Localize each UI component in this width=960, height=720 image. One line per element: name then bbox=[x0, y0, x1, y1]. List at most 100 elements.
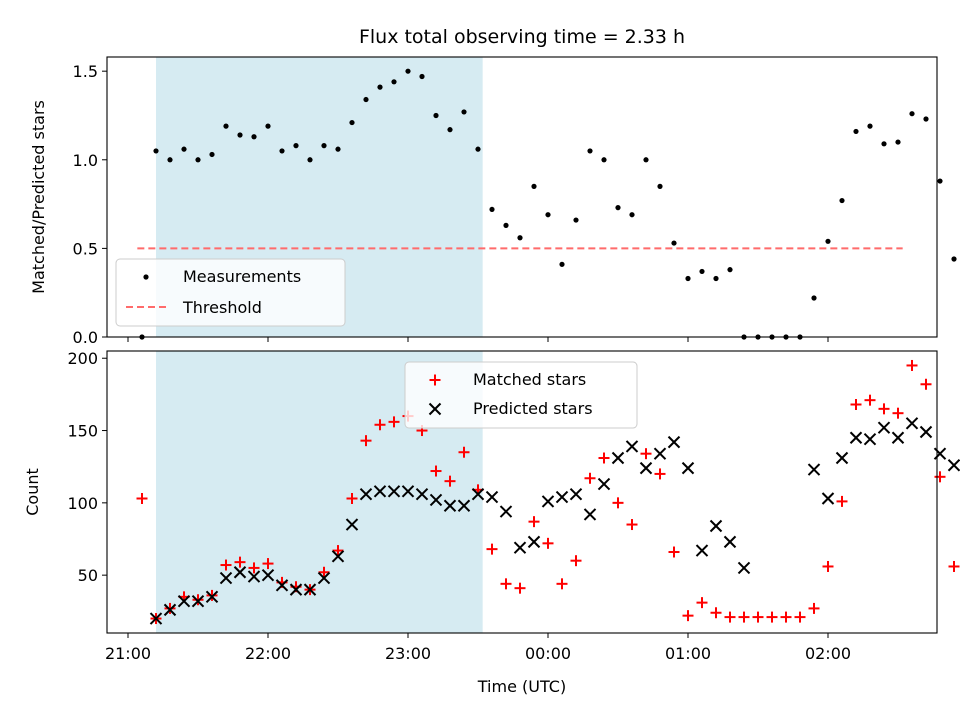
measurement-point bbox=[671, 240, 677, 246]
bottom-panel: 50 100 150 200 21:00 22:00 23:00 00:00 01:00 02:… bbox=[23, 349, 960, 696]
measurement-point bbox=[615, 205, 621, 211]
matched-star-marker bbox=[780, 611, 792, 623]
measurement-point bbox=[839, 197, 845, 204]
measurement-point bbox=[629, 212, 635, 218]
predicted-star-marker bbox=[247, 570, 261, 583]
matched-star-marker bbox=[374, 419, 386, 431]
bottom-legend-box bbox=[404, 361, 638, 429]
measurement-point bbox=[181, 146, 187, 152]
predicted-star-marker bbox=[583, 508, 597, 521]
matched-star-marker bbox=[234, 556, 246, 568]
predicted-star-marker bbox=[695, 544, 709, 557]
matched-star-marker bbox=[192, 594, 204, 606]
measurement-point bbox=[657, 183, 663, 189]
matched-star-marker bbox=[220, 559, 232, 571]
matched-star-marker bbox=[836, 495, 848, 507]
bottom-legend: Matched stars Predicted stars bbox=[404, 361, 638, 429]
bottom-y-tick-label: 50 bbox=[78, 566, 98, 585]
top-panel: 0.0 0.5 1.0 1.5 Matched/Predicted stars Mea… bbox=[29, 56, 957, 347]
measurement-point bbox=[349, 119, 355, 126]
matched-star-marker bbox=[640, 448, 652, 460]
measurement-point bbox=[699, 268, 705, 275]
matched-star-marker bbox=[724, 611, 736, 623]
matched-star-marker bbox=[682, 610, 694, 622]
predicted-star-marker bbox=[709, 519, 723, 533]
legend-label: Measurements bbox=[183, 267, 301, 286]
matched-star-marker bbox=[388, 416, 400, 428]
bottom-x-tick-label: 00:00 bbox=[525, 644, 571, 663]
measurement-point bbox=[587, 148, 593, 154]
matched-star-marker bbox=[752, 611, 764, 623]
matched-star-marker bbox=[612, 497, 624, 509]
measurement-point bbox=[335, 146, 341, 152]
predicted-star-marker bbox=[233, 566, 247, 579]
predicted-star-marker bbox=[177, 594, 191, 608]
top-y-tick-label: 1.0 bbox=[73, 151, 98, 170]
legend-predicted-marker bbox=[428, 402, 442, 416]
predicted-star-marker bbox=[289, 583, 303, 596]
measurement-point bbox=[405, 68, 411, 74]
matched-star-marker bbox=[360, 435, 372, 447]
predicted-star-marker bbox=[807, 463, 821, 476]
bottom-axes-frame bbox=[106, 350, 938, 634]
matched-star-marker bbox=[458, 446, 470, 458]
predicted-star-marker bbox=[877, 421, 891, 434]
predicted-star-marker bbox=[947, 459, 960, 472]
predicted-star-marker bbox=[541, 495, 555, 508]
measurement-point bbox=[153, 148, 159, 154]
top-axes-frame bbox=[106, 56, 938, 338]
predicted-star-marker bbox=[163, 603, 177, 617]
measurement-point bbox=[559, 261, 565, 267]
predicted-star-marker bbox=[387, 485, 401, 498]
matched-star-marker bbox=[808, 602, 820, 614]
matched-star-marker bbox=[892, 407, 904, 419]
bottom-y-axis-label: Count bbox=[23, 468, 42, 516]
predicted-star-marker bbox=[261, 568, 275, 582]
measurement-point bbox=[223, 123, 229, 129]
measurement-point bbox=[923, 116, 929, 122]
matched-star-marker bbox=[738, 611, 750, 623]
predicted-star-marker bbox=[821, 492, 835, 505]
predicted-star-marker bbox=[849, 431, 863, 444]
measurement-point bbox=[825, 238, 831, 244]
legend-measurement-marker bbox=[143, 274, 149, 280]
matched-star-marker bbox=[906, 359, 918, 371]
measurement-point bbox=[643, 157, 649, 163]
predicted-star-marker bbox=[457, 499, 471, 512]
matched-star-marker bbox=[598, 452, 610, 464]
predicted-star-marker bbox=[919, 425, 933, 439]
measurement-point bbox=[881, 141, 887, 147]
matched-star-marker bbox=[346, 493, 358, 505]
bottom-y-tick-label: 100 bbox=[67, 494, 98, 513]
bottom-x-tick-label: 02:00 bbox=[805, 644, 851, 663]
predicted-star-marker bbox=[359, 487, 373, 501]
predicted-star-marker bbox=[667, 435, 681, 449]
measurement-point bbox=[867, 123, 873, 129]
matched-star-marker bbox=[206, 589, 218, 601]
matched-star-marker bbox=[878, 403, 890, 415]
matched-star-marker bbox=[668, 546, 680, 558]
measurement-point bbox=[545, 212, 551, 218]
top-y-tick-label: 0.5 bbox=[73, 239, 98, 258]
matched-star-marker bbox=[556, 578, 568, 590]
measurement-point bbox=[209, 151, 215, 158]
matched-star-marker bbox=[948, 560, 960, 572]
predicted-star-marker bbox=[555, 490, 569, 504]
legend-label: Matched stars bbox=[473, 370, 586, 389]
predicted-star-marker bbox=[331, 550, 345, 563]
matched-star-marker bbox=[318, 566, 330, 578]
measurement-point bbox=[475, 146, 481, 152]
measurement-point bbox=[391, 79, 397, 85]
predicted-star-marker bbox=[933, 447, 947, 460]
predicted-star-marker bbox=[527, 535, 541, 549]
predicted-star-marker bbox=[191, 594, 205, 608]
measurement-point bbox=[433, 112, 439, 119]
measurement-points bbox=[139, 68, 957, 340]
matched-star-marker bbox=[164, 602, 176, 614]
predicted-star-marker bbox=[611, 451, 625, 465]
matched-star-marker bbox=[248, 562, 260, 574]
measurement-point bbox=[601, 157, 607, 163]
matched-star-marker bbox=[584, 472, 596, 484]
top-legend-box bbox=[115, 258, 346, 327]
